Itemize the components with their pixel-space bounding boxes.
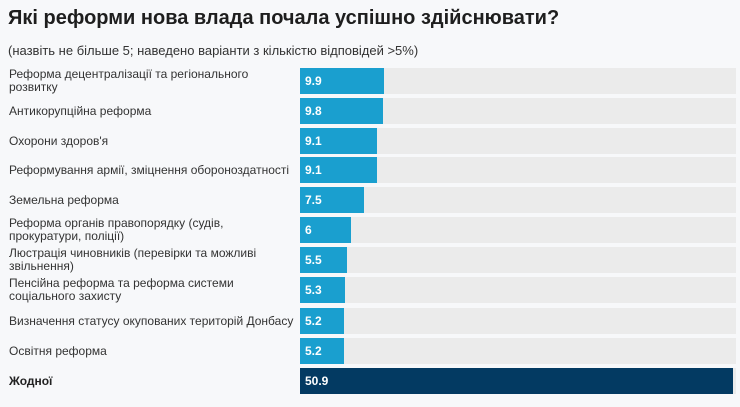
bar-row: Освітня реформа 5.2 (0, 338, 740, 364)
bar (300, 157, 378, 183)
value-label: 6 (305, 223, 312, 237)
bar-track: 50.9 (300, 368, 736, 394)
category-label: Антикорупційна реформа (9, 103, 152, 118)
category-label: Охорони здоров'я (9, 133, 109, 148)
bar (300, 308, 345, 334)
value-label: 5.2 (305, 314, 322, 328)
bar (300, 128, 378, 154)
category-label: Освітня реформа (9, 343, 107, 358)
value-label: 50.9 (305, 374, 329, 388)
category-label: Реформування армії, зміцнення оборонозда… (9, 162, 290, 177)
category-label: Реформа органів правопорядку (судів, про… (9, 216, 224, 243)
value-label: 9.1 (305, 134, 322, 148)
bar (300, 217, 352, 243)
bar (300, 338, 345, 364)
bar-track: 7.5 (300, 187, 736, 213)
bar-track: 9.8 (300, 98, 736, 124)
bar-row: Жодної 50.9 (0, 368, 740, 394)
bar (300, 187, 364, 213)
category-label: Жодної (9, 373, 53, 388)
value-label: 5.2 (305, 344, 322, 358)
bar-track: 9.1 (300, 157, 736, 183)
value-label: 5.3 (305, 283, 322, 297)
category-label: Земельна реформа (9, 192, 119, 207)
bar-row: Антикорупційна реформа 9.8 (0, 98, 740, 124)
bar-track: 9.9 (300, 68, 736, 94)
bar-track: 6 (300, 217, 736, 243)
value-label: 9.9 (305, 74, 322, 88)
category-label: Пенсійна реформа та реформа системи соці… (9, 276, 234, 303)
bar-track: 5.5 (300, 247, 736, 273)
value-label: 5.5 (305, 253, 322, 267)
category-label: Визначення статусу окупованих територій … (9, 313, 294, 328)
bar-track: 9.1 (300, 128, 736, 154)
category-label: Люстрація чиновників (перевірки та можли… (9, 246, 257, 273)
bar-row: Пенсійна реформа та реформа системи соці… (0, 277, 740, 303)
chart-subtitle: (назвіть не більше 5; наведено варіанти … (8, 43, 419, 58)
bar-row: Люстрація чиновників (перевірки та можли… (0, 247, 740, 273)
chart-title: Які реформи нова влада почала успішно зд… (8, 7, 560, 29)
bar-row: Визначення статусу окупованих територій … (0, 308, 740, 334)
bar-row: Земельна реформа 7.5 (0, 187, 740, 213)
bar-row: Реформування армії, зміцнення оборонозда… (0, 157, 740, 183)
value-label: 9.8 (305, 104, 322, 118)
bar (300, 98, 384, 124)
value-label: 7.5 (305, 193, 322, 207)
bar (300, 68, 385, 94)
bar-row: Реформа децентралізації та регіонального… (0, 68, 740, 94)
bar-track: 5.2 (300, 338, 736, 364)
bar-row: Охорони здоров'я 9.1 (0, 128, 740, 154)
bar-track: 5.3 (300, 277, 736, 303)
value-label: 9.1 (305, 163, 322, 177)
bar (300, 277, 346, 303)
category-label: Реформа децентралізації та регіонального… (9, 67, 249, 94)
bar (300, 368, 734, 394)
bar (300, 247, 347, 273)
bar-row: Реформа органів правопорядку (судів, про… (0, 217, 740, 243)
bar-track: 5.2 (300, 308, 736, 334)
